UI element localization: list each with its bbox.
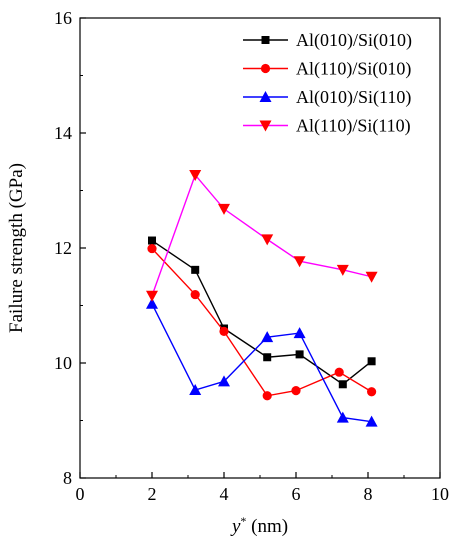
- series-2: [147, 243, 377, 401]
- ticks-layer: 0 2 4 6 8 10 8 10 12 14 16: [54, 8, 449, 504]
- data-point: [147, 243, 157, 254]
- legend-item: Al(110)/Si(010): [243, 59, 411, 80]
- y-tick-label: 8: [63, 468, 72, 488]
- x-axis-title: y* (nm): [230, 514, 288, 537]
- x-axis-unit: (nm): [246, 516, 288, 537]
- y-tick-label: 12: [54, 238, 72, 258]
- data-point: [146, 297, 158, 309]
- legend-marker: [260, 63, 271, 74]
- x-axis-var: y: [230, 516, 241, 537]
- series-line: [151, 239, 373, 386]
- data-point: [365, 415, 378, 427]
- data-point: [336, 411, 349, 423]
- data-point: [291, 386, 301, 396]
- data-point: [367, 387, 377, 397]
- legend-item: Al(010)/Si(010): [243, 30, 412, 51]
- legend-marker: [261, 36, 270, 44]
- data-point: [365, 271, 378, 283]
- data-point: [190, 289, 200, 300]
- legend-item: Al(010)/Si(110): [243, 87, 411, 108]
- series-line: [151, 303, 372, 423]
- legend-label: Al(010)/Si(010): [296, 30, 412, 51]
- data-point: [148, 236, 156, 245]
- x-tick-label: 4: [220, 484, 229, 504]
- y-tick-label: 14: [54, 123, 72, 143]
- data-point: [219, 326, 229, 336]
- x-tick-label: 0: [76, 484, 85, 504]
- legend-marker: [259, 120, 272, 132]
- x-axis-sup: *: [240, 514, 246, 528]
- data-point: [263, 353, 272, 362]
- x-tick-label: 2: [148, 484, 157, 504]
- data-point: [218, 375, 230, 387]
- data-point: [189, 169, 202, 181]
- series-3: [146, 297, 378, 427]
- series-layer: [146, 169, 378, 427]
- x-tick-label: 10: [431, 484, 449, 504]
- y-tick-label: 10: [54, 353, 72, 373]
- data-point: [295, 350, 304, 359]
- data-point: [338, 380, 347, 389]
- data-point: [293, 327, 306, 339]
- series-4: [146, 169, 378, 302]
- data-point: [334, 367, 344, 377]
- legend-marker: [259, 91, 272, 102]
- data-point: [218, 203, 230, 215]
- data-point: [367, 357, 376, 366]
- x-tick-label: 6: [292, 484, 301, 504]
- data-point: [261, 234, 274, 246]
- data-point: [146, 290, 158, 302]
- data-point: [191, 265, 200, 274]
- legend-label: Al(110)/Si(010): [296, 59, 411, 80]
- legend-label: Al(010)/Si(110): [296, 87, 411, 108]
- y-tick-label: 16: [54, 8, 72, 28]
- x-tick-label: 8: [364, 484, 373, 504]
- data-point: [261, 331, 274, 343]
- legend-item: Al(110)/Si(110): [243, 116, 411, 137]
- data-point: [293, 256, 306, 268]
- data-point: [189, 384, 202, 396]
- data-point: [262, 391, 272, 401]
- legend-label: Al(110)/Si(110): [296, 116, 411, 137]
- data-point: [336, 264, 349, 276]
- y-axis-title: Failure strength (GPa): [6, 163, 27, 333]
- legend: Al(010)/Si(010) Al(110)/Si(010) Al(010)/Si…: [243, 30, 412, 137]
